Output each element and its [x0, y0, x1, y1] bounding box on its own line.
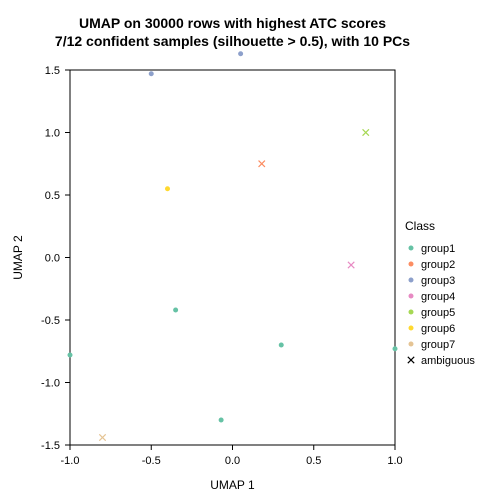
data-point: [238, 51, 243, 56]
x-axis-label: UMAP 1: [210, 478, 255, 492]
legend-marker: [409, 326, 414, 331]
legend-marker: [409, 310, 414, 315]
legend-label: group4: [421, 291, 455, 303]
data-point: [165, 186, 170, 191]
data-point: [279, 343, 284, 348]
x-tick-label: -1.0: [61, 455, 80, 467]
x-tick-label: 1.0: [387, 455, 402, 467]
data-point: [68, 353, 73, 358]
data-point: [219, 418, 224, 423]
chart-title-line1: UMAP on 30000 rows with highest ATC scor…: [79, 15, 386, 31]
umap-scatter: -1.0-0.50.00.51.0-1.5-1.0-0.50.00.51.01.…: [0, 0, 504, 504]
legend-label: group1: [421, 243, 455, 255]
y-tick-label: -1.0: [41, 378, 60, 390]
data-point: [149, 71, 154, 76]
legend-marker: [409, 294, 414, 299]
x-tick-label: 0.0: [225, 455, 240, 467]
legend-label: group2: [421, 259, 455, 271]
plot-panel: [70, 70, 395, 445]
legend-label: ambiguous: [421, 355, 475, 367]
marker-x: [259, 161, 265, 167]
legend-title: Class: [405, 219, 435, 233]
legend-label: group3: [421, 275, 455, 287]
marker-x: [363, 129, 369, 135]
marker-x: [408, 357, 414, 363]
marker-x: [99, 434, 105, 440]
legend-label: group7: [421, 339, 455, 351]
y-tick-label: -0.5: [41, 315, 60, 327]
legend-label: group6: [421, 323, 455, 335]
chart-title-line2: 7/12 confident samples (silhouette > 0.5…: [55, 33, 410, 49]
y-axis-label: UMAP 2: [11, 235, 25, 280]
data-point: [173, 308, 178, 313]
legend-marker: [409, 262, 414, 267]
legend-marker: [409, 278, 414, 283]
y-tick-label: 1.5: [45, 65, 60, 77]
x-tick-label: -0.5: [142, 455, 161, 467]
legend-marker: [409, 342, 414, 347]
legend-marker: [409, 246, 414, 251]
x-tick-label: 0.5: [306, 455, 321, 467]
marker-x: [348, 262, 354, 268]
y-tick-label: 1.0: [45, 128, 60, 140]
y-tick-label: -1.5: [41, 440, 60, 452]
data-point: [393, 346, 398, 351]
legend-label: group5: [421, 307, 455, 319]
y-tick-label: 0.0: [45, 253, 60, 265]
y-tick-label: 0.5: [45, 190, 60, 202]
